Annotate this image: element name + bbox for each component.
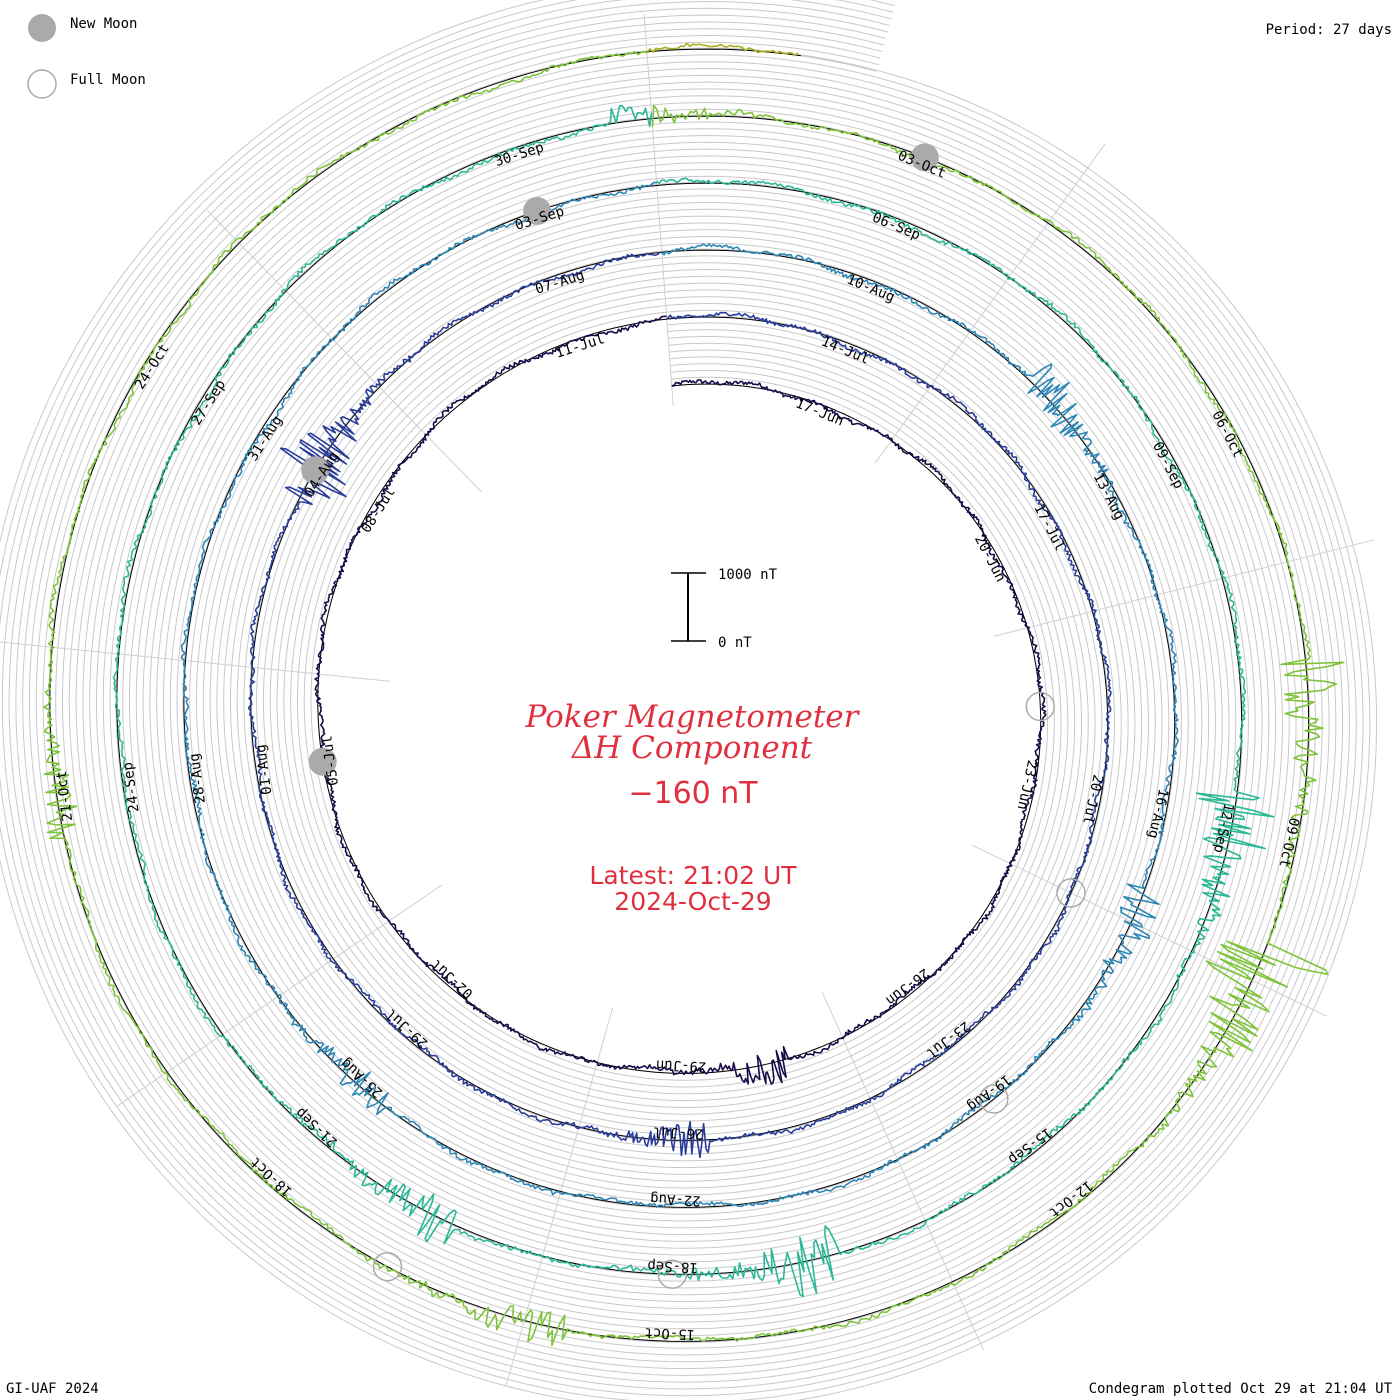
full-moon-marker xyxy=(1025,691,1056,722)
new-moon-marker xyxy=(523,197,552,225)
date-label: 29-Jun xyxy=(656,1056,707,1074)
date-label: 11-Jul xyxy=(554,331,607,362)
date-label: 17-Jun xyxy=(793,395,846,429)
date-label: 24-Sep xyxy=(120,761,143,813)
footer-timestamp: Condegram plotted Oct 29 at 21:04 UT xyxy=(1088,1381,1392,1397)
series-line xyxy=(112,105,1275,1298)
date-label: 29-Jul xyxy=(383,1005,431,1051)
grid-spiral xyxy=(42,41,1316,1349)
full-moon-marker xyxy=(372,1251,403,1282)
legend: New Moon Full Moon xyxy=(27,14,146,99)
date-label: 21-Oct xyxy=(54,770,77,822)
full-moon-marker xyxy=(657,1259,688,1289)
moon-markers xyxy=(301,143,1086,1289)
full-moon-marker xyxy=(1056,878,1086,908)
grid-spiral xyxy=(0,0,1364,1397)
date-label: 26-Jul xyxy=(653,1123,704,1141)
data-traces xyxy=(43,42,1345,1347)
footer-credit: GI-UAF 2024 xyxy=(6,1381,99,1397)
day-spoke xyxy=(505,1007,614,1386)
new-moon-marker xyxy=(910,143,939,172)
grid-spiral xyxy=(1,0,1357,1390)
date-label: 05-Jul xyxy=(319,735,342,787)
latest-time: Latest: 21:02 UT xyxy=(589,861,797,890)
chart-title: Poker Magnetometer xyxy=(525,699,861,735)
new-moon-marker xyxy=(308,747,337,776)
date-label: 02-Jul xyxy=(428,956,476,1002)
grid-spiral xyxy=(22,21,1337,1370)
series-line xyxy=(180,181,1179,1208)
date-label: 07-Aug xyxy=(533,267,586,298)
date-label: 26-Jun xyxy=(882,965,932,1009)
series-line xyxy=(314,315,1047,1085)
day-spoke xyxy=(874,143,1106,464)
series-line xyxy=(248,251,1112,1159)
day-spoke xyxy=(207,210,483,493)
period-label: Period: 27 days xyxy=(1265,22,1392,38)
scale-bar: 1000 nT 0 nT xyxy=(671,567,778,651)
full-moon-label: Full Moon xyxy=(70,72,146,88)
date-label: 15-Oct xyxy=(644,1324,695,1342)
date-label: 22-Aug xyxy=(650,1190,701,1208)
series-line xyxy=(43,50,1345,1347)
date-label: 18-Sep xyxy=(647,1257,698,1275)
grid-spiral xyxy=(15,14,1344,1376)
series-line xyxy=(646,42,799,57)
new-moon-legend-icon xyxy=(28,14,56,42)
scale-bottom-label: 0 nT xyxy=(718,635,752,651)
day-spoke xyxy=(643,13,674,406)
day-spoke xyxy=(0,641,391,682)
new-moon-marker xyxy=(301,456,330,485)
full-moon-legend-icon xyxy=(27,69,57,99)
date-label: 30-Sep xyxy=(493,140,546,171)
grid-spiral xyxy=(35,34,1323,1356)
new-moon-label: New Moon xyxy=(70,16,137,32)
full-moon-marker xyxy=(979,1084,1009,1114)
date-label: 28-Aug xyxy=(186,752,209,804)
latest-date: 2024-Oct-29 xyxy=(614,887,771,916)
date-label: 01-Aug xyxy=(253,743,276,795)
day-spoke xyxy=(972,844,1327,1017)
grid-spiral xyxy=(29,28,1330,1363)
date-label: 20-Jun xyxy=(971,532,1009,584)
day-spoke xyxy=(821,991,984,1351)
latest-value: −160 nT xyxy=(628,776,758,811)
day-spoke xyxy=(993,539,1375,637)
scale-top-label: 1000 nT xyxy=(718,567,778,583)
grid-spiral xyxy=(8,7,1350,1383)
chart-subtitle: ΔH Component xyxy=(571,730,813,766)
